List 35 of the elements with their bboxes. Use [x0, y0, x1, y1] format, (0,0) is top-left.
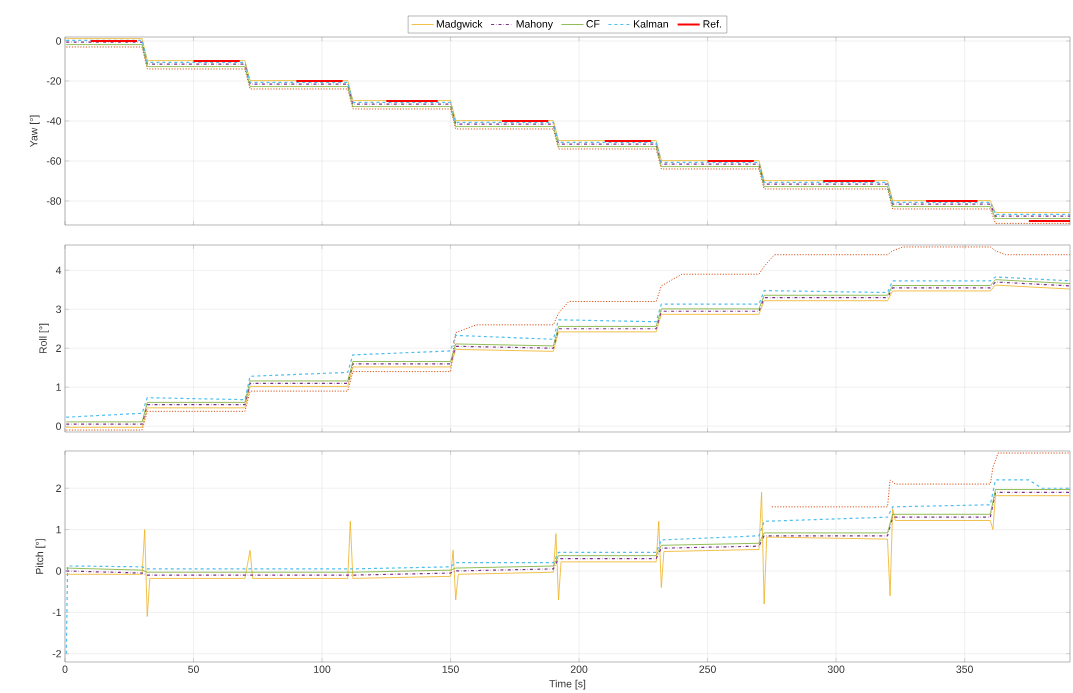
y-tick-label: -40 [46, 117, 62, 125]
y-axis-title: Yaw [°] [29, 115, 40, 148]
y-tick-label: -1 [52, 608, 61, 617]
legend-label: Ref. [703, 20, 721, 28]
y-axis-title: Pitch [°] [35, 539, 46, 574]
y-tick-label: 2 [56, 484, 61, 492]
x-tick-label: 200 [570, 665, 588, 673]
legend-label: Kalman [634, 20, 668, 28]
line-series [65, 492, 1070, 617]
x-tick-label: 50 [188, 665, 199, 673]
y-tick-label: 3 [56, 305, 62, 314]
y-tick-label: -20 [46, 77, 62, 85]
x-tick-label: 350 [956, 665, 973, 673]
y-tick-label: -2 [52, 650, 61, 658]
legend-label: Mahony [516, 20, 553, 30]
y-tick-label: 0 [56, 37, 62, 45]
x-tick-label: 0 [62, 665, 68, 673]
legend-label: CF [586, 20, 600, 28]
legend-label: Madgwick [436, 20, 483, 30]
y-tick-label: 0 [56, 422, 62, 430]
y-tick-label: 0 [56, 567, 62, 575]
x-tick-label: 300 [827, 665, 845, 673]
y-tick-label: 2 [56, 344, 61, 352]
y-tick-label: 1 [56, 526, 61, 534]
y-tick-label: -60 [46, 157, 62, 165]
y-tick-label: 1 [56, 383, 61, 391]
line-series [771, 452, 1070, 508]
x-tick-label: 150 [442, 665, 459, 673]
y-tick-label: 4 [55, 266, 62, 274]
y-tick-label: -80 [46, 197, 62, 205]
line-series [65, 246, 1070, 431]
x-axis-title: Time [s] [549, 679, 586, 690]
x-tick-label: 100 [314, 665, 331, 673]
x-tick-label: 250 [699, 665, 716, 673]
y-axis-title: Roll [°] [39, 323, 49, 354]
